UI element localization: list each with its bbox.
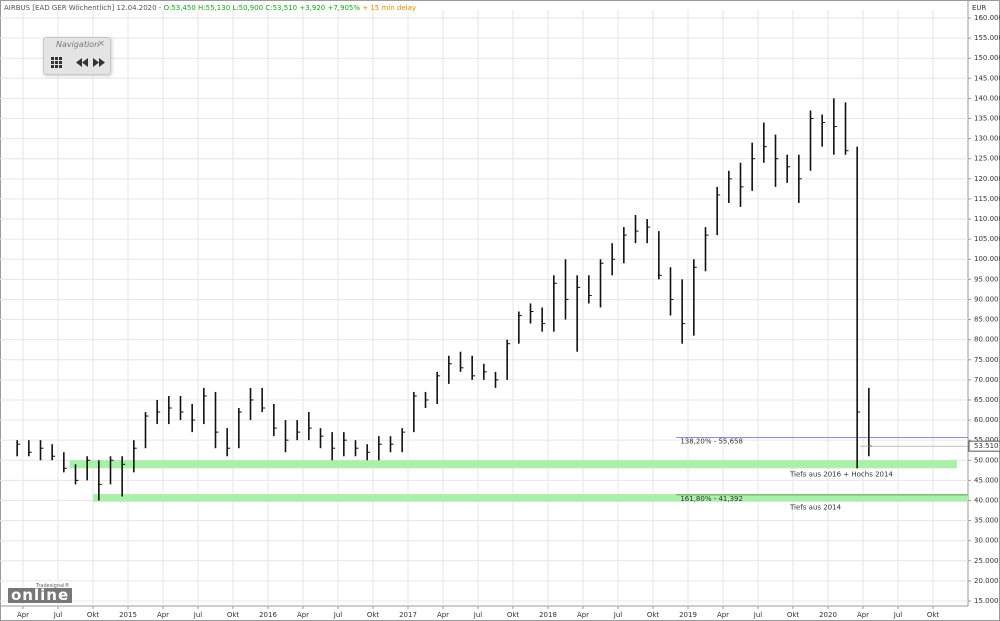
logo: Tradesignal® online: [4, 583, 73, 604]
x-tick-label: Apr: [297, 611, 309, 619]
x-tick-label: Apr: [17, 611, 29, 619]
y-tick-label: 105.000: [974, 235, 1000, 243]
x-tick-label: Apr: [717, 611, 729, 619]
y-tick-label: 145.000: [974, 74, 1000, 82]
y-tick-label: 120.000: [974, 175, 1000, 183]
x-tick-label: Apr: [157, 611, 169, 619]
y-tick-label: 95.000: [974, 275, 999, 283]
navigation-panel[interactable]: Navigation ×: [43, 37, 111, 75]
back-button[interactable]: [76, 58, 88, 67]
zone-label: Tiefs aus 2016 + Hochs 2014: [789, 470, 893, 478]
last-price-box: [968, 440, 1000, 452]
last-price-label: 53.510: [974, 442, 999, 450]
delay-note: + 15 min delay: [362, 4, 416, 12]
fib-label: 138,20% - 55,658: [680, 438, 743, 446]
x-tick-label: 2020: [819, 611, 837, 619]
x-tick-label: Jul: [53, 611, 63, 619]
x-tick-label: Okt: [927, 611, 940, 619]
y-tick-label: 65.000: [974, 396, 999, 404]
x-tick-label: Jul: [193, 611, 203, 619]
x-tick-label: Apr: [857, 611, 869, 619]
y-tick-label: 115.000: [974, 195, 1000, 203]
support-zone: [69, 460, 957, 469]
y-tick-label: 60.000: [974, 416, 999, 424]
logo-big: online: [8, 588, 73, 603]
navigation-title: Navigation: [56, 40, 100, 49]
y-tick-label: 110.000: [974, 215, 1000, 223]
grid-button[interactable]: [51, 57, 62, 68]
x-tick-label: 2019: [679, 611, 697, 619]
y-tick-label: 85.000: [974, 316, 999, 324]
forward-button[interactable]: [93, 58, 105, 67]
y-tick-label: 80.000: [974, 336, 999, 344]
y-tick-label: 135.000: [974, 115, 1000, 123]
y-tick-label: 100.000: [974, 255, 1000, 263]
y-tick-label: 140.000: [974, 94, 1000, 102]
nav-buttons: [51, 57, 105, 68]
x-tick-label: Okt: [87, 611, 100, 619]
x-tick-label: Jul: [333, 611, 343, 619]
x-tick-label: Jul: [753, 611, 763, 619]
y-tick-label: 40.000: [974, 496, 999, 504]
x-tick-label: Okt: [647, 611, 660, 619]
x-tick-label: 2018: [539, 611, 557, 619]
x-tick-label: Jul: [473, 611, 483, 619]
logo-small: Tradesignal®: [36, 583, 70, 589]
x-tick-label: Okt: [227, 611, 240, 619]
fib-label: 161,80% - 41,392: [680, 495, 743, 503]
y-tick-label: 55.000: [974, 436, 999, 444]
title: AIRBUS [EAD GER Wöchentlich] 12.04.2020 …: [4, 4, 162, 12]
x-tick-label: 2015: [119, 611, 137, 619]
x-tick-label: Jul: [613, 611, 623, 619]
close-button[interactable]: ×: [97, 39, 105, 49]
y-tick-label: 35.000: [974, 517, 999, 525]
x-tick-label: Okt: [507, 611, 520, 619]
support-zone: [93, 494, 968, 502]
chart-title: AIRBUS [EAD GER Wöchentlich] 12.04.2020 …: [4, 4, 416, 12]
y-tick-label: 150.000: [974, 54, 1000, 62]
y-tick-label: 130.000: [974, 135, 1000, 143]
x-tick-label: 2016: [259, 611, 277, 619]
x-tick-label: Jul: [893, 611, 903, 619]
y-tick-label: 15.000: [974, 597, 999, 605]
quote: O:53,450 H:55,130 L:50,900 C:53,510 +3,9…: [164, 4, 361, 12]
x-tick-label: Okt: [787, 611, 800, 619]
y-tick-label: 90.000: [974, 295, 999, 303]
y-tick-label: 70.000: [974, 376, 999, 384]
y-tick-label: 155.000: [974, 34, 1000, 42]
x-tick-label: Apr: [437, 611, 449, 619]
x-tick-label: Apr: [577, 611, 589, 619]
y-axis-unit: EUR: [972, 4, 987, 12]
y-tick-label: 20.000: [974, 577, 999, 585]
x-tick-label: 2017: [399, 611, 417, 619]
x-tick-label: Okt: [367, 611, 380, 619]
y-tick-label: 75.000: [974, 356, 999, 364]
y-tick-label: 30.000: [974, 537, 999, 545]
y-tick-label: 50.000: [974, 456, 999, 464]
y-tick-label: 25.000: [974, 557, 999, 565]
zone-label: Tiefs aus 2014: [789, 504, 842, 512]
y-tick-label: 160.000: [974, 14, 1000, 22]
y-tick-label: 45.000: [974, 476, 999, 484]
y-tick-label: 125.000: [974, 155, 1000, 163]
